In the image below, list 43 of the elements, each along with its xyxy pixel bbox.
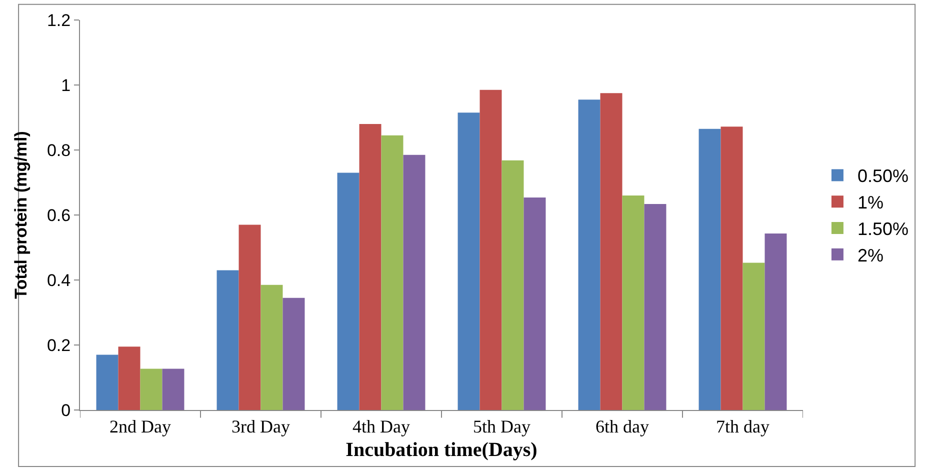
x-axis-title: Incubation time(Days) <box>346 439 538 462</box>
y-tick-label: 0.2 <box>46 336 71 355</box>
x-tick-label: 3rd Day <box>232 416 290 437</box>
y-tick-label: 1.2 <box>46 10 71 30</box>
x-tick-label: 2nd Day <box>110 416 171 437</box>
bar <box>381 135 404 410</box>
x-tick-label: 7th day <box>716 416 770 437</box>
bar <box>403 154 426 410</box>
y-tick-label: 0 <box>61 400 71 420</box>
y-tick-label: 1 <box>61 76 71 95</box>
bar <box>600 93 622 410</box>
legend-label: 0.50% <box>857 166 909 186</box>
bar <box>282 298 305 410</box>
bar <box>162 368 184 410</box>
bar <box>96 354 118 410</box>
bar <box>458 112 480 410</box>
legend-label: 1% <box>857 192 884 213</box>
bar <box>524 197 546 410</box>
bar <box>698 128 721 410</box>
bar <box>622 196 644 410</box>
x-tick-label: 5th Day <box>473 416 530 437</box>
bar <box>216 270 239 410</box>
bar <box>764 234 787 410</box>
bar <box>578 100 600 410</box>
bar <box>359 124 382 410</box>
bar <box>140 368 162 410</box>
y-tick-label: 0.8 <box>46 140 71 160</box>
y-tick-label: 0.4 <box>46 270 71 290</box>
y-axis-title: Total protein (mg/ml) <box>12 131 31 299</box>
bar <box>644 204 666 410</box>
legend-label: 1.50% <box>857 219 909 240</box>
bar <box>260 284 283 410</box>
bar <box>742 262 765 410</box>
bar <box>720 126 743 410</box>
bar <box>118 346 140 410</box>
y-tick-label: 0.6 <box>46 206 71 225</box>
x-tick-label: 6th day <box>596 416 649 437</box>
x-tick-label: 4th Day <box>352 416 410 437</box>
bar <box>337 172 360 410</box>
bar <box>238 224 261 410</box>
legend-label: 2% <box>857 245 884 266</box>
bar <box>502 160 524 410</box>
bar <box>480 90 502 410</box>
